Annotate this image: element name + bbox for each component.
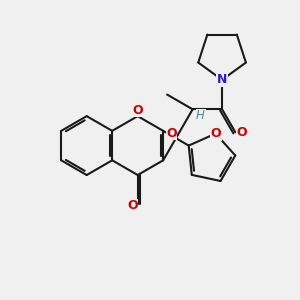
- Text: O: O: [166, 127, 177, 140]
- Text: O: O: [236, 126, 247, 139]
- Text: O: O: [132, 104, 143, 117]
- Text: N: N: [217, 74, 227, 86]
- Text: O: O: [210, 127, 221, 140]
- Text: O: O: [127, 200, 138, 212]
- Text: H: H: [196, 109, 205, 122]
- Text: N: N: [217, 74, 227, 86]
